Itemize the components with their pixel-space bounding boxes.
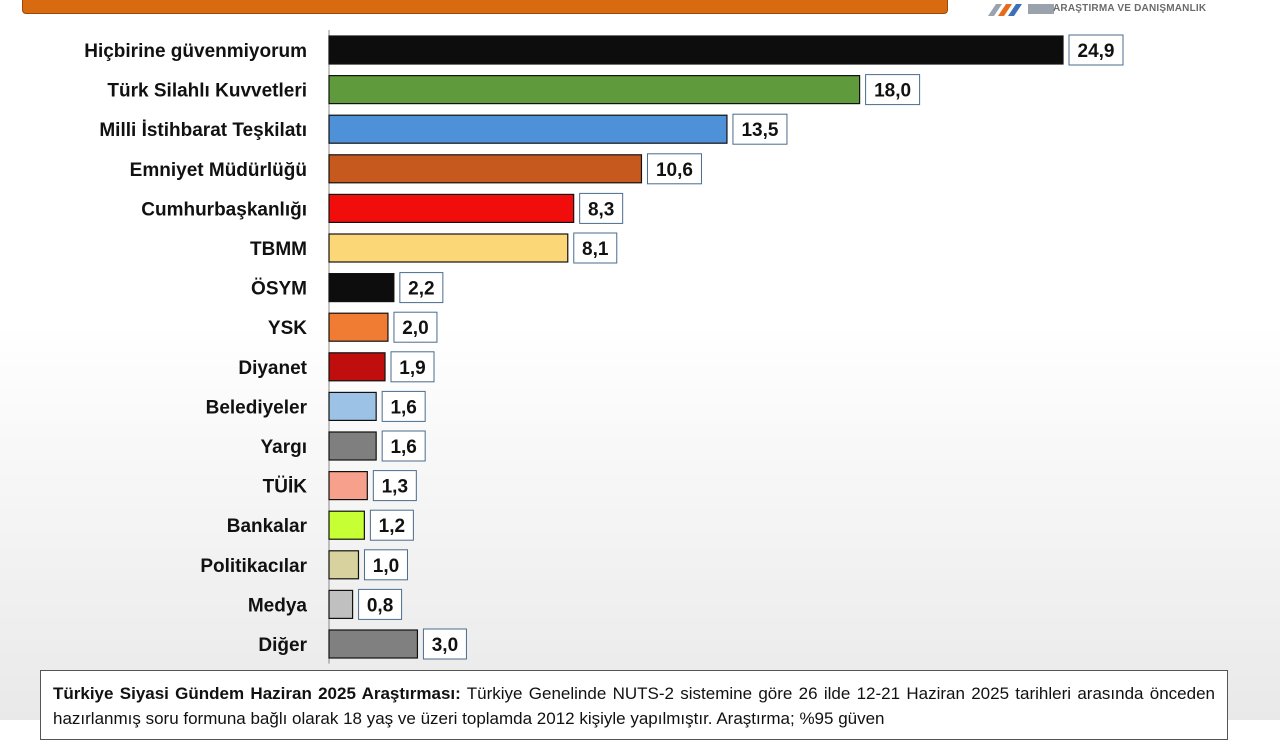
value-label-box <box>646 153 702 185</box>
value-label-box <box>399 272 444 304</box>
category-label: Medya <box>248 595 308 616</box>
category-label: Emniyet Müdürlüğü <box>130 160 307 181</box>
bar <box>328 114 728 144</box>
category-label: Milli İstihbarat Teşkilatı <box>99 120 307 141</box>
category-label: Diğer <box>258 635 307 656</box>
category-label: ÖSYM <box>251 279 307 300</box>
survey-note-title: Türkiye Siyasi Gündem Haziran 2025 Araşt… <box>53 684 461 703</box>
value-label-box <box>573 232 618 264</box>
value-label-box <box>390 351 435 383</box>
value-label-box <box>865 74 921 106</box>
bar <box>328 589 354 620</box>
category-label: Türk Silahlı Kuvvetleri <box>107 81 307 102</box>
value-label-box <box>363 549 408 581</box>
value-label: 18,0 <box>874 81 911 102</box>
value-label-box <box>393 311 438 343</box>
bar <box>328 550 360 580</box>
bar <box>328 312 389 342</box>
value-label-box <box>579 192 624 224</box>
value-label: 1,0 <box>373 556 399 577</box>
bar <box>328 629 419 659</box>
category-label: Bankalar <box>227 516 308 537</box>
value-label: 1,2 <box>379 516 405 537</box>
brand-logo <box>988 0 1218 20</box>
bar <box>328 431 377 461</box>
bar <box>328 352 386 382</box>
value-label-box <box>732 113 788 145</box>
category-label: Yargı <box>261 437 307 458</box>
value-label: 24,9 <box>1078 41 1115 62</box>
bar <box>328 233 569 263</box>
value-label: 2,0 <box>402 318 428 339</box>
value-label: 1,3 <box>382 477 408 498</box>
bar <box>328 154 643 184</box>
category-label: TBMM <box>250 239 307 260</box>
value-label-box <box>1068 34 1124 66</box>
logo-mark-icon <box>988 4 1054 16</box>
category-label: TÜİK <box>263 477 308 498</box>
category-label: Cumhurbaşkanlığı <box>141 199 307 220</box>
bar <box>328 35 1064 65</box>
value-label-box <box>372 470 417 502</box>
value-label: 1,6 <box>390 397 416 418</box>
value-label: 1,9 <box>399 358 425 379</box>
category-label: Belediyeler <box>206 397 308 418</box>
bar <box>328 193 575 223</box>
bar <box>328 273 395 303</box>
value-label: 8,1 <box>582 239 609 260</box>
value-label: 0,8 <box>367 595 393 616</box>
value-label: 13,5 <box>741 120 778 141</box>
value-label: 2,2 <box>408 279 434 300</box>
value-label: 10,6 <box>656 160 693 181</box>
category-label: Politikacılar <box>200 556 307 577</box>
brand-subtitle: ARAŞTIRMA VE DANIŞMANLIK <box>1053 3 1207 14</box>
value-label-box <box>381 430 426 462</box>
category-label: YSK <box>268 318 307 339</box>
value-label: 1,6 <box>390 437 416 458</box>
survey-note: Türkiye Siyasi Gündem Haziran 2025 Araşt… <box>40 670 1228 740</box>
value-label-box <box>369 509 414 541</box>
bar <box>328 510 365 540</box>
value-label-box <box>358 588 403 620</box>
top-banner <box>22 0 948 14</box>
value-label: 8,3 <box>588 199 614 220</box>
bar <box>328 391 377 421</box>
value-label: 3,0 <box>432 635 458 656</box>
category-label: Diyanet <box>238 358 307 379</box>
category-label: Hiçbirine güvenmiyorum <box>84 41 307 62</box>
value-label-box <box>422 628 467 660</box>
bar <box>328 74 861 105</box>
bar-chart: Hiçbirine güvenmiyorum 24,9 Türk Silahlı K… <box>84 30 1124 664</box>
value-label-box <box>381 390 426 422</box>
bar <box>328 471 368 501</box>
